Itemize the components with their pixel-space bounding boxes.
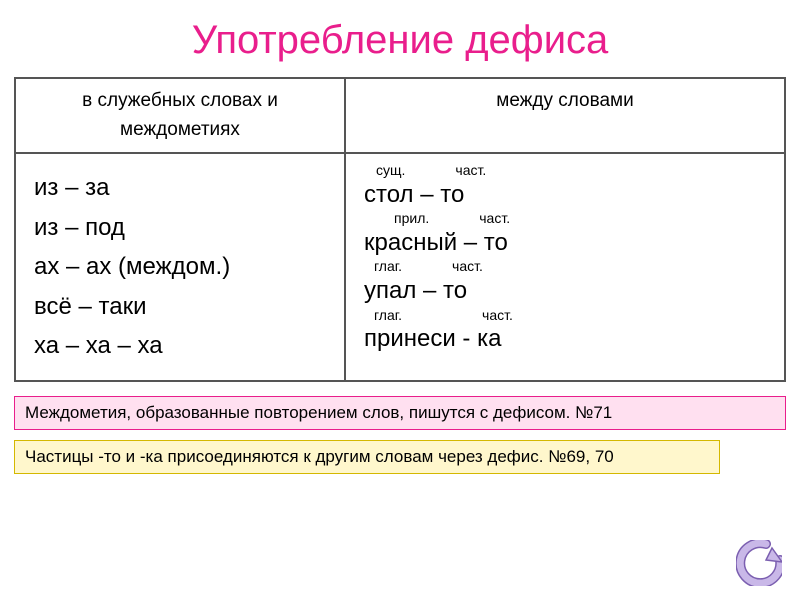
right-line: принеси - ка: [364, 326, 766, 352]
table-body-row: из – заиз – подах – ах (междом.)всё – та…: [15, 153, 785, 381]
body-right: сущ.част. стол – то прил.част. красный – то…: [345, 153, 785, 381]
left-line: ха – ха – ха: [34, 326, 326, 366]
left-line: всё – таки: [34, 287, 326, 327]
right-line: стол – то: [364, 182, 766, 208]
annotation-line: сущ.част.: [364, 162, 766, 179]
header-left: в служебных словах и междометиях: [15, 78, 345, 153]
left-line: ах – ах (междом.): [34, 247, 326, 287]
page-title: Употребление дефиса: [0, 0, 800, 77]
table-header-row: в служебных словах и междометиях между с…: [15, 78, 785, 153]
body-left: из – заиз – подах – ах (междом.)всё – та…: [15, 153, 345, 381]
header-right: между словами: [345, 78, 785, 153]
right-line: красный – то: [364, 230, 766, 256]
annotation-line: глаг.част.: [364, 258, 766, 275]
note-1: Междометия, образованные повторением сло…: [14, 396, 786, 430]
annotation-line: прил.част.: [364, 210, 766, 227]
left-line: из – под: [34, 208, 326, 248]
content-table: в служебных словах и междометиях между с…: [14, 77, 786, 382]
right-line: упал – то: [364, 278, 766, 304]
left-line: из – за: [34, 168, 326, 208]
note-2: Частицы -то и -ка присоединяются к други…: [14, 440, 720, 474]
back-icon[interactable]: [736, 540, 782, 586]
annotation-line: глаг.част.: [364, 307, 766, 324]
